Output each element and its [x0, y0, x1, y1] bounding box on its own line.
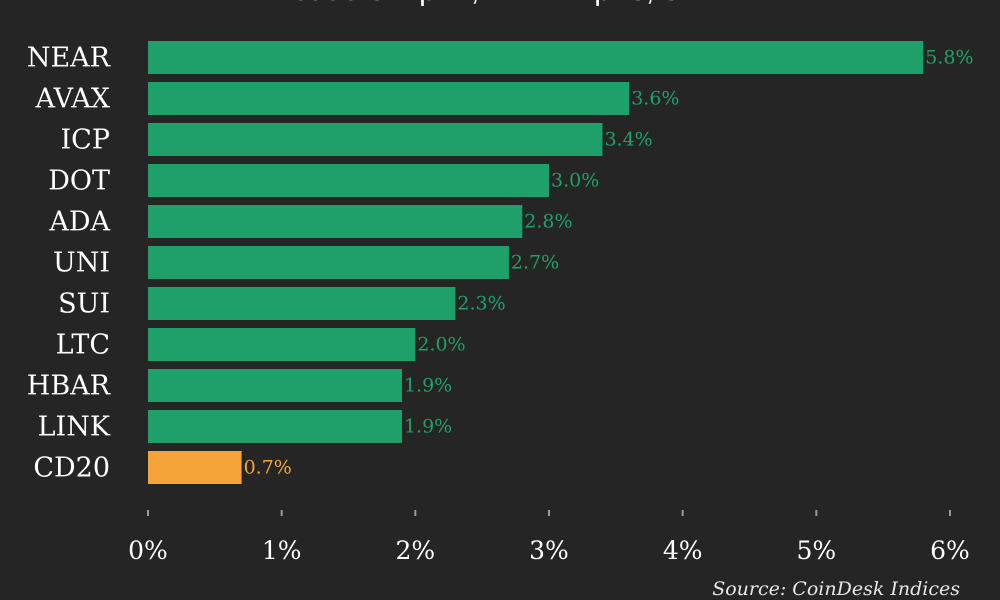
value-label-ltc: 2.0%	[417, 334, 465, 356]
bar-uni	[148, 246, 509, 279]
chart-title: Leaders: Apr 2, 4PM - Apr 3, 3AM	[0, 0, 1000, 8]
bar-ltc	[148, 328, 416, 361]
x-tick-label-4: 4%	[663, 536, 703, 565]
value-label-avax: 3.6%	[631, 88, 679, 110]
value-label-uni: 2.7%	[511, 252, 559, 274]
category-label-icp: ICP	[61, 125, 111, 156]
x-tick-label-0: 0%	[128, 536, 168, 565]
value-label-cd20: 0.7%	[244, 457, 292, 479]
category-label-sui: SUI	[58, 289, 110, 320]
x-tick-label-5: 5%	[796, 536, 836, 565]
bar-hbar	[148, 369, 402, 402]
source-note: Source: CoinDesk Indices	[712, 578, 960, 600]
category-label-uni: UNI	[53, 248, 110, 279]
bar-near	[148, 41, 924, 74]
bar-link	[148, 410, 402, 443]
x-tick-label-2: 2%	[395, 536, 435, 565]
category-label-avax: AVAX	[34, 84, 110, 115]
bar-icp	[148, 123, 603, 156]
value-label-icp: 3.4%	[604, 129, 652, 151]
value-label-ada: 2.8%	[524, 211, 572, 233]
category-label-dot: DOT	[48, 166, 110, 197]
value-label-link: 1.9%	[404, 416, 452, 438]
value-label-sui: 2.3%	[457, 293, 505, 315]
category-label-link: LINK	[38, 412, 111, 443]
bar-cd20	[148, 451, 242, 484]
category-label-ltc: LTC	[56, 330, 110, 361]
value-label-dot: 3.0%	[551, 170, 599, 192]
category-label-near: NEAR	[27, 43, 111, 74]
category-label-cd20: CD20	[33, 453, 110, 484]
x-tick-label-3: 3%	[529, 536, 569, 565]
bar-dot	[148, 164, 549, 197]
category-label-hbar: HBAR	[27, 371, 111, 402]
value-label-hbar: 1.9%	[404, 375, 452, 397]
bar-ada	[148, 205, 523, 238]
x-tick-label-1: 1%	[262, 536, 302, 565]
x-tick-label-6: 6%	[930, 536, 970, 565]
bar-avax	[148, 82, 630, 115]
category-label-ada: ADA	[48, 207, 110, 238]
bar-sui	[148, 287, 456, 320]
value-label-near: 5.8%	[925, 47, 973, 69]
